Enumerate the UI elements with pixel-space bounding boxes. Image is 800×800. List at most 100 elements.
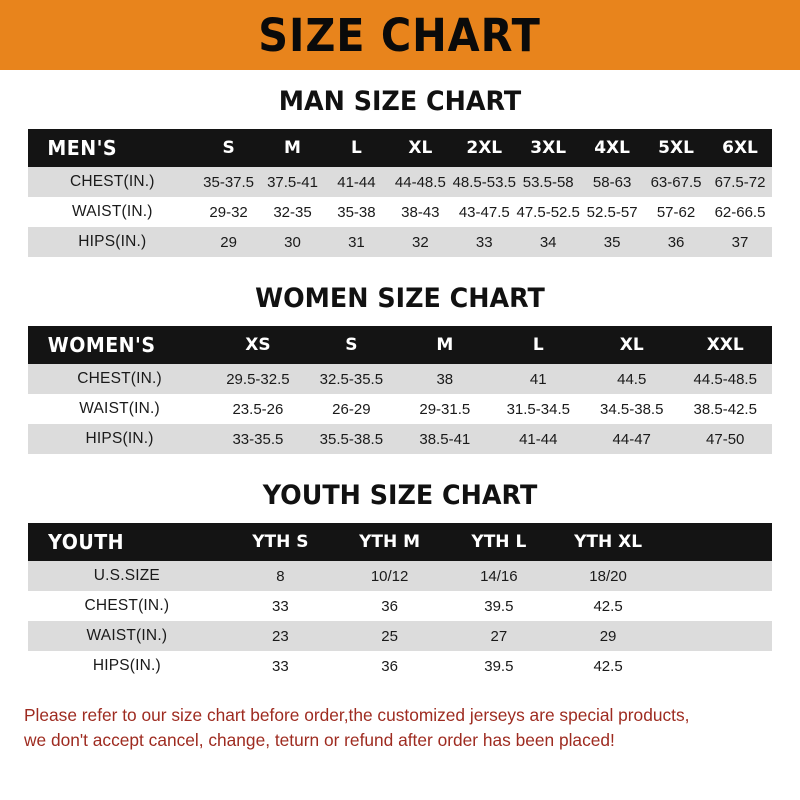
- youth-table-body: YOUTH YTH S YTH M YTH L YTH XL U.S.SIZE 8 10/12…: [28, 523, 772, 681]
- table-cell: 63-67.5: [650, 173, 702, 191]
- table-cell: 41-44: [337, 173, 376, 191]
- youth-column-header-3: YTH L: [471, 532, 527, 552]
- table-cell: 29: [220, 233, 237, 251]
- spacer-women: [0, 314, 800, 326]
- spacer-after-man: [0, 257, 800, 283]
- table-cell: 32: [412, 233, 429, 251]
- youth-column-header-2: YTH M: [359, 532, 421, 552]
- women-header-row: WOMEN'S XS S M L XL XXL: [28, 326, 772, 364]
- table-cell: 32.5-35.5: [319, 370, 384, 388]
- table-cell-blank: [663, 561, 772, 591]
- youth-corner-label: YOUTH: [48, 530, 125, 554]
- women-corner-label: WOMEN'S: [47, 333, 156, 357]
- man-size-table: MEN'S S M L XL 2XL 3XL 4XL 5XL 6XL CHEST(IN.) 35-37…: [28, 129, 772, 257]
- table-row: CHEST(IN.) 33 36 39.5 42.5: [28, 591, 772, 621]
- women-row-label-3: HIPS(IN.): [85, 430, 154, 447]
- page-title: SIZE CHART: [258, 8, 542, 62]
- youth-row-label-1: U.S.SIZE: [93, 567, 160, 584]
- women-size-table: WOMEN'S XS S M L XL XXL CHEST(IN.) 29.5-32.5 32.5…: [28, 326, 772, 454]
- table-cell: 41: [529, 370, 547, 388]
- women-column-header-5: XL: [619, 335, 644, 355]
- women-row-label-1: CHEST(IN.): [77, 370, 162, 387]
- table-cell: 35.5-38.5: [319, 430, 384, 448]
- table-cell: 35: [603, 233, 621, 251]
- women-column-header-1: XS: [245, 335, 271, 355]
- table-cell: 38.5-41: [419, 430, 471, 448]
- women-row-label-2: WAIST(IN.): [79, 400, 160, 417]
- man-corner-label: MEN'S: [47, 136, 118, 160]
- table-cell-blank: [663, 591, 772, 621]
- table-cell: 42.5: [593, 597, 623, 615]
- table-cell: 8: [276, 567, 285, 585]
- table-cell: 34: [539, 233, 557, 251]
- women-column-header-4: L: [532, 335, 544, 355]
- table-row: U.S.SIZE 8 10/12 14/16 18/20: [28, 561, 772, 591]
- table-row: WAIST(IN.) 23.5-26 26-29 29-31.5 31.5-34.5 34…: [28, 394, 772, 424]
- table-cell: 47.5-52.5: [516, 203, 580, 221]
- table-cell-blank: [663, 621, 772, 651]
- man-table-wrap: MEN'S S M L XL 2XL 3XL 4XL 5XL 6XL CHEST(IN.) 35-37…: [28, 129, 772, 257]
- section-title-man: MAN SIZE CHART: [278, 86, 522, 117]
- youth-column-header-1: YTH S: [252, 532, 309, 552]
- table-cell: 41-44: [519, 430, 558, 448]
- spacer-top: [0, 70, 800, 86]
- man-column-header-4: XL: [408, 138, 433, 158]
- man-column-header-7: 4XL: [594, 138, 630, 158]
- table-cell: 29-31.5: [419, 400, 471, 418]
- youth-table-wrap: YOUTH YTH S YTH M YTH L YTH XL U.S.SIZE 8 10/12…: [28, 523, 772, 681]
- table-cell: 29: [599, 627, 617, 645]
- table-row: WAIST(IN.) 29-32 32-35 35-38 38-43 43-47.5 47.…: [28, 197, 772, 227]
- women-column-header-2: S: [345, 335, 358, 355]
- table-cell: 37.5-41: [267, 173, 318, 191]
- table-cell: 36: [667, 233, 685, 251]
- table-cell: 37: [731, 233, 749, 251]
- man-column-header-6: 3XL: [530, 138, 567, 158]
- table-cell: 27: [490, 627, 508, 645]
- spacer-youth: [0, 511, 800, 523]
- table-cell: 23: [272, 627, 289, 645]
- footer-note: Please refer to our size chart before or…: [24, 703, 776, 754]
- table-cell: 38: [436, 370, 454, 388]
- spacer-before-footer: [0, 681, 800, 703]
- table-row: CHEST(IN.) 29.5-32.5 32.5-35.5 38 41 44.5 44.5…: [28, 364, 772, 394]
- table-cell: 35-38: [337, 203, 376, 221]
- table-cell: 44-48.5: [394, 173, 446, 191]
- youth-header-row: YOUTH YTH S YTH M YTH L YTH XL: [28, 523, 772, 561]
- table-cell: 32-35: [273, 203, 312, 221]
- table-cell: 48.5-53.5: [452, 173, 516, 191]
- table-row: WAIST(IN.) 23 25 27 29: [28, 621, 772, 651]
- man-row-label-3: HIPS(IN.): [78, 233, 147, 250]
- table-cell: 33: [475, 233, 493, 251]
- table-cell: 39.5: [484, 597, 514, 615]
- table-cell: 30: [284, 233, 301, 251]
- man-column-header-3: L: [351, 138, 362, 158]
- man-row-label-2: WAIST(IN.): [71, 203, 153, 220]
- section-title-youth: YOUTH SIZE CHART: [262, 480, 538, 511]
- section-title-women: WOMEN SIZE CHART: [255, 283, 545, 314]
- man-column-header-5: 2XL: [466, 138, 503, 158]
- youth-column-header-blank: [663, 523, 772, 561]
- man-header-row: MEN'S S M L XL 2XL 3XL 4XL 5XL 6XL: [28, 129, 772, 167]
- women-column-header-3: M: [436, 335, 454, 355]
- man-column-header-1: S: [222, 138, 235, 158]
- youth-row-label-4: HIPS(IN.): [92, 657, 161, 674]
- man-column-header-2: M: [284, 138, 301, 158]
- women-table-wrap: WOMEN'S XS S M L XL XXL CHEST(IN.) 29.5-32.5 32.5…: [28, 326, 772, 454]
- table-cell: 14/16: [480, 567, 518, 585]
- table-cell: 36: [381, 657, 398, 675]
- table-cell: 53.5-58: [522, 173, 574, 191]
- table-cell: 18/20: [589, 567, 627, 585]
- youth-size-table: YOUTH YTH S YTH M YTH L YTH XL U.S.SIZE 8 10/12…: [28, 523, 772, 681]
- women-column-header-6: XXL: [706, 335, 744, 355]
- table-row: CHEST(IN.) 35-37.5 37.5-41 41-44 44-48.5 48.5…: [28, 167, 772, 197]
- table-cell: 25: [381, 627, 398, 645]
- man-column-header-9: 6XL: [722, 138, 758, 158]
- table-cell: 43-47.5: [458, 203, 510, 221]
- man-table-body: MEN'S S M L XL 2XL 3XL 4XL 5XL 6XL CHEST(IN.) 35-37…: [28, 129, 772, 257]
- table-cell: 33: [272, 657, 289, 675]
- table-cell: 10/12: [370, 567, 409, 585]
- table-row: HIPS(IN.) 33-35.5 35.5-38.5 38.5-41 41-44 44-…: [28, 424, 772, 454]
- table-cell: 44.5-48.5: [693, 370, 757, 388]
- footer-line-2: we don't accept cancel, change, teturn o…: [24, 730, 615, 751]
